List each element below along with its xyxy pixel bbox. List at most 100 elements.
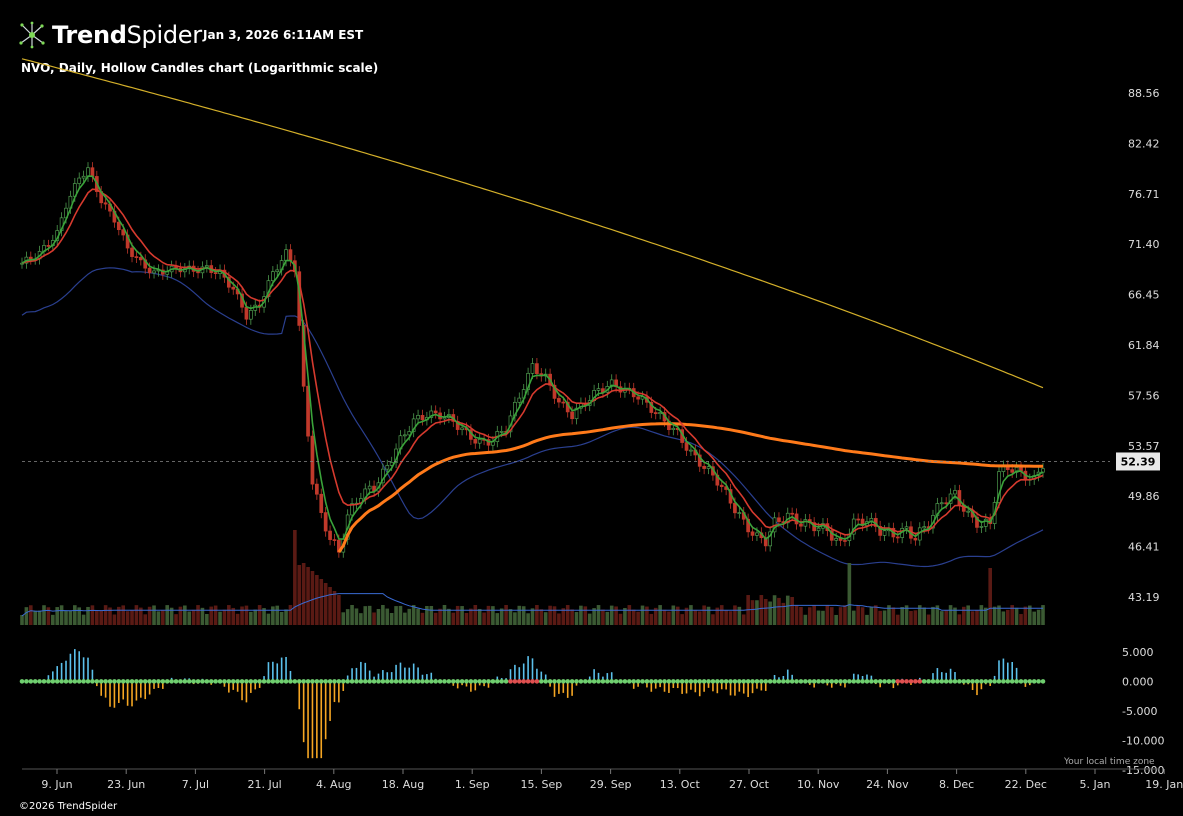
candle [997, 466, 1001, 509]
volume-bar [33, 610, 38, 625]
oscillator-dot [525, 679, 531, 684]
volume-bar [486, 605, 491, 625]
candle-body [922, 526, 927, 529]
candle [403, 429, 407, 442]
volume-bar [29, 605, 33, 625]
volume-bar [99, 610, 104, 625]
oscillator-dot [631, 679, 637, 684]
oscillator-dot [904, 679, 909, 684]
volume-bar [719, 605, 724, 625]
candle-body [319, 493, 324, 513]
volume-bar [513, 612, 517, 625]
ema-fast-line [21, 175, 1044, 541]
volume-bar [1041, 605, 1045, 625]
volume-bar [416, 608, 420, 625]
candle-body [944, 502, 949, 505]
volume-bar [68, 610, 73, 625]
oscillator-dot [200, 679, 205, 684]
candle-body [121, 229, 126, 236]
oscillator-dot [710, 679, 716, 684]
volume-bar [931, 606, 935, 625]
oscillator-dot [354, 679, 359, 684]
oscillator-dot [169, 679, 174, 684]
volume-bar [213, 605, 218, 625]
candle [689, 444, 693, 457]
volume-bar [345, 609, 350, 625]
oscillator-dot [596, 679, 601, 684]
oscillator-dot [455, 679, 460, 684]
price-tick-label: 76.71 [1128, 188, 1160, 201]
volume-bar [429, 605, 434, 625]
candle-body [702, 465, 706, 469]
candle [416, 409, 420, 425]
candle-body [306, 385, 310, 437]
candle [1014, 461, 1019, 478]
oscillator-dot [37, 679, 42, 684]
volume-bar [680, 614, 684, 625]
oscillator-dot [261, 679, 267, 684]
volume-bar [847, 563, 852, 625]
volume-bar [156, 611, 161, 625]
candle [328, 525, 332, 546]
volume-bar [389, 612, 394, 625]
candle [306, 380, 310, 442]
oscillator-dot [508, 679, 513, 684]
candle [552, 379, 557, 405]
candle [913, 532, 918, 546]
candle-body [323, 512, 328, 532]
oscillator-dot [1009, 679, 1015, 684]
candle-body [803, 519, 808, 527]
oscillator-dot [428, 679, 434, 684]
price-tick-label: 53.57 [1128, 440, 1160, 453]
candle-body [733, 502, 737, 514]
candle-body [403, 434, 407, 437]
sma-200-line [21, 58, 1044, 389]
candle-body [310, 435, 315, 485]
price-tick-label: 57.56 [1128, 389, 1160, 402]
oscillator-dot [622, 679, 628, 684]
oscillator-dot [318, 679, 324, 684]
oscillator-dot [561, 679, 566, 684]
oscillator-dot [204, 679, 210, 684]
candle-body [671, 427, 676, 431]
volume-bar [425, 606, 429, 625]
volume-bar [222, 609, 227, 625]
candle-body [737, 512, 742, 514]
oscillator-dot [706, 679, 711, 684]
volume-bar [618, 613, 623, 625]
x-tick-label: 7. Jul [182, 778, 209, 791]
oscillator-dot [715, 679, 720, 684]
volume-bar [482, 612, 486, 625]
oscillator-dot [446, 679, 452, 684]
volume-bar [829, 607, 834, 625]
oscillator-dot [1005, 679, 1011, 684]
axes: 52.39 88.56 82.42 76.71 71.40 66.45 61.84 57.56… [22, 87, 1183, 791]
oscillator-dot [864, 679, 870, 684]
oscillator-dot [494, 679, 500, 684]
candle [429, 405, 434, 424]
oscillator-dot [32, 679, 38, 684]
oscillator-dot [490, 679, 496, 684]
volume-bar [297, 565, 302, 625]
oscillator-dot [838, 679, 843, 684]
volume-bar [781, 602, 786, 625]
oscillator-dot [516, 679, 522, 684]
candle [843, 534, 847, 547]
volume-bar [460, 606, 464, 625]
oscillator-dot [886, 679, 892, 684]
volume-bar [112, 614, 117, 625]
oscillator-dot [847, 679, 852, 684]
volume-bar [821, 610, 825, 625]
oscillator-dot [499, 679, 504, 684]
oscillator-dot [292, 679, 298, 684]
chart-timestamp: Jan 3, 2026 6:11AM EST [203, 28, 364, 42]
volume-bar [90, 605, 95, 625]
candle [196, 265, 200, 279]
oscillator-dot [226, 679, 232, 684]
oscillator-dot [72, 679, 78, 684]
volume-bar [433, 612, 438, 625]
candle-body [913, 537, 918, 541]
candle [746, 513, 750, 538]
volume-bar [227, 605, 231, 625]
